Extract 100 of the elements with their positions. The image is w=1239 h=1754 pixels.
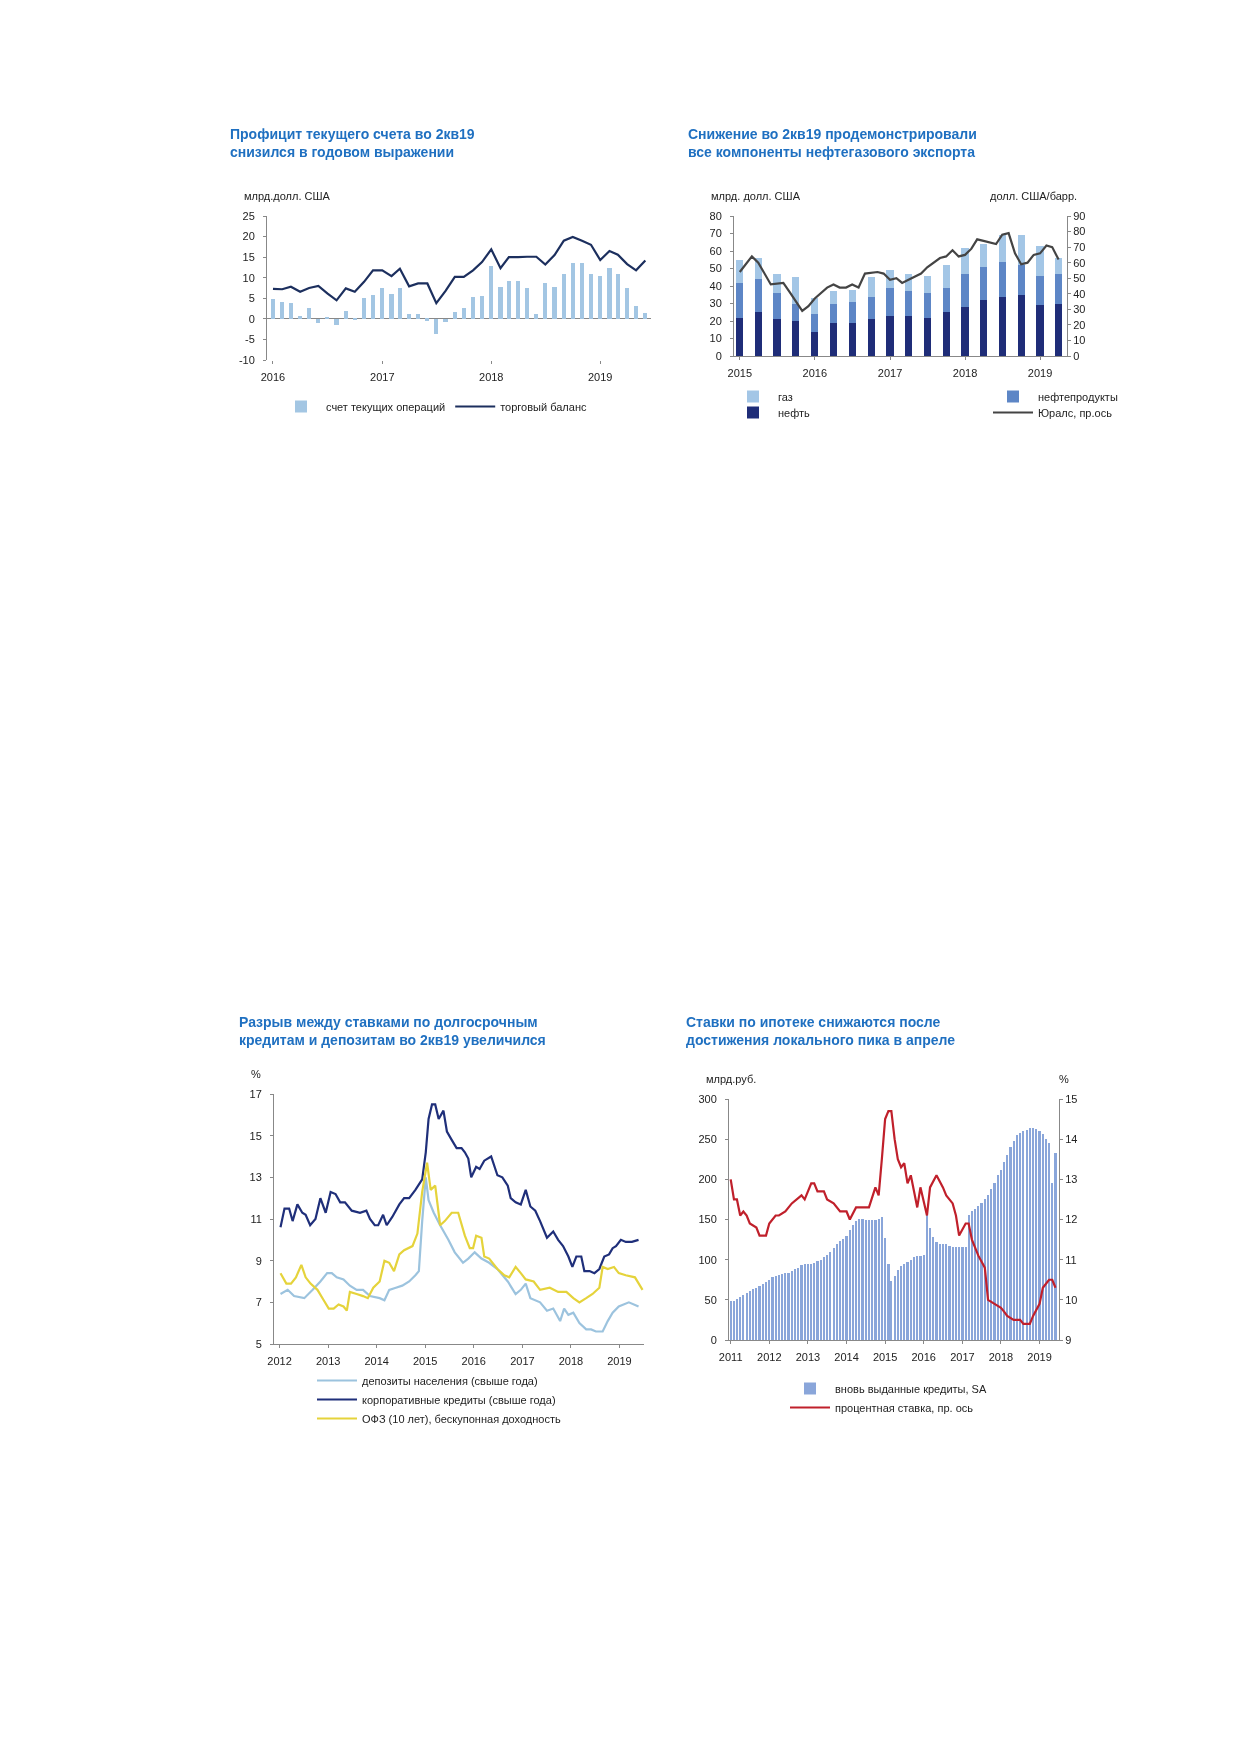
bar [829,322,838,356]
x-tick-label: 2015 [872,1351,898,1364]
bar [816,1261,819,1340]
x-tick-label: 2013 [315,1355,341,1368]
y2-tick-label: 14 [1065,1133,1078,1146]
bar [858,1218,861,1340]
x-tick-label: 2017 [877,367,903,380]
x-tick-label: 2012 [267,1355,292,1368]
bar [871,1219,874,1340]
bar [416,313,421,319]
bar [867,319,875,356]
bar [397,287,402,319]
bar [777,1274,780,1340]
y-tick-label: 11 [250,1212,262,1225]
bar [904,291,913,316]
y-tick-label: 13 [249,1171,262,1184]
bar [552,286,557,319]
bar [899,1266,903,1340]
bar [764,1282,768,1340]
bar [489,265,494,319]
y-tick-label: 7 [255,1296,262,1309]
bar [1054,303,1063,356]
bar [1017,265,1025,295]
y-tick-label: 50 [704,1293,717,1306]
bar [961,307,969,356]
bar [479,295,485,319]
bar [938,1243,941,1340]
bar [1017,294,1025,356]
y-tick-label: 25 [242,209,255,222]
y2-tick-label: 60 [1073,256,1086,269]
bar [925,1215,929,1340]
bar [407,313,412,319]
bar [625,288,630,319]
bar [848,1229,851,1340]
bar [579,262,585,319]
bar [838,1241,842,1340]
bar [819,1259,822,1340]
bar [745,1292,748,1340]
y-tick-label: 50 [709,262,722,275]
y-tick-label: 9 [255,1254,262,1267]
bar [874,1219,877,1340]
y-tick-label: 150 [698,1213,717,1226]
bar [958,1246,961,1340]
bar [835,1243,838,1340]
bar [961,1246,964,1340]
bar [754,312,762,356]
legend-label: торговый баланс [500,400,587,413]
y2-tick-label: 80 [1073,225,1086,238]
bar [570,263,575,319]
bar [443,318,448,323]
x-tick-label: 2015 [727,367,752,380]
line-series [729,1109,1057,1326]
x-tick-label: 2016 [461,1355,486,1368]
bar [736,259,744,283]
y2-axis-title: долл. США/барр. [990,190,1078,202]
bar [935,1241,938,1340]
legend-label: нефть [778,406,811,419]
y2-tick-label: 90 [1073,209,1086,222]
bar [896,1270,899,1340]
x-tick-label: 2011 [718,1351,743,1364]
bar [912,1257,916,1340]
bar [842,1238,845,1340]
bar [848,289,856,302]
bar [903,1263,906,1340]
y-tick-label: 17 [249,1087,262,1100]
x-tick-label: 2018 [479,371,504,384]
bar [854,1221,858,1340]
bar [923,275,931,293]
bar [792,321,800,356]
y2-tick-label: 70 [1073,240,1086,253]
bar [904,315,913,356]
bar [754,279,762,313]
bar [998,296,1006,356]
bar [793,1269,797,1340]
bar [880,1217,883,1340]
bar [543,283,548,319]
bar [1054,1152,1057,1340]
bar [909,1259,912,1340]
bar [607,267,612,319]
bar [534,314,539,319]
y2-tick-label: 0 [1073,349,1080,362]
y2-tick-label: 9 [1065,1333,1072,1346]
x-tick-label: 2016 [911,1351,936,1364]
bar [923,293,931,318]
bar [942,287,950,313]
y2-tick-label: 20 [1073,318,1086,331]
bar [792,303,800,321]
bar [829,291,838,304]
y-tick-label: 20 [709,314,722,327]
bar [806,1263,810,1340]
bar [998,235,1006,262]
y-tick-label: 15 [249,1129,262,1142]
y-tick-label: 10 [709,332,722,345]
bar [748,1291,751,1340]
legend-label: Юралс, пр.ось [1038,406,1113,419]
bar [758,1286,761,1340]
bar [280,302,285,319]
bar [864,1219,867,1340]
bar [942,312,950,356]
x-tick-label: 2016 [802,367,828,380]
